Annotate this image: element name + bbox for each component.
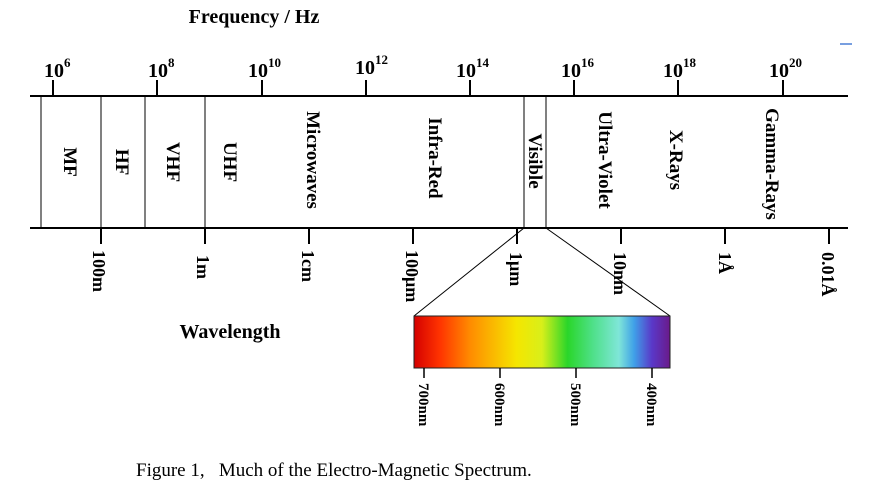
frequency-tick-label: 1014 (456, 55, 490, 82)
visible-spectrum-ticks (423, 368, 653, 378)
frequency-tick-label: 108 (148, 55, 175, 82)
band-label-x-rays: X-Rays (665, 130, 686, 190)
wavelength-ticks (100, 228, 830, 244)
frequency-tick-label: 1010 (248, 55, 281, 82)
frequency-tick-label: 106 (44, 55, 71, 82)
wavelength-tick-label: 1Å (715, 252, 735, 274)
band-label-vhf: VHF (162, 142, 183, 182)
frequency-tick-label: 1012 (355, 52, 388, 79)
band-label-hf: HF (111, 149, 132, 175)
frequency-tick-label: 1018 (663, 55, 697, 82)
frequency-ticks (52, 80, 784, 96)
band-label-infra-red: Infra-Red (424, 117, 445, 199)
figure-caption: Figure 1, Much of the Electro-Magnetic S… (136, 460, 532, 481)
visible-spectrum-label: 400nm (643, 383, 659, 427)
wavelength-tick-label: 1μm (506, 252, 526, 286)
wavelength-tick-label: 100μm (402, 250, 422, 302)
band-label-uhf: UHF (219, 142, 240, 182)
wavelength-tick-labels: 100m 1m 1cm 100μm 1μm 10nm 1Å 0.01Å (89, 250, 838, 302)
band-dividers (40, 96, 547, 228)
visible-spectrum-label: 500nm (567, 383, 583, 427)
wavelength-tick-label: 100m (89, 250, 109, 292)
visible-spectrum-labels: 700nm 600nm 500nm 400nm (415, 383, 659, 427)
band-label-gamma-rays: Gamma-Rays (761, 108, 782, 220)
zoom-line-left (413, 227, 525, 317)
band-label-mf: MF (59, 147, 80, 177)
wavelength-axis-title: Wavelength (179, 321, 280, 343)
frequency-axis-title: Frequency / Hz (189, 6, 320, 28)
wavelength-tick-label: 1cm (298, 250, 318, 282)
frequency-tick-label: 1016 (561, 55, 595, 82)
wavelength-tick-label: 1m (193, 255, 213, 279)
band-label-ultra-violet: Ultra-Violet (594, 111, 615, 209)
zoom-line-right (545, 227, 671, 317)
wavelength-tick-label: 0.01Å (818, 252, 838, 297)
visible-spectrum-label: 700nm (415, 383, 431, 427)
wavelength-tick-label: 10nm (610, 252, 630, 295)
visible-spectrum-bar (413, 315, 671, 369)
band-label-visible: Visible (524, 133, 545, 188)
band-label-microwaves: Microwaves (302, 111, 323, 209)
frequency-tick-label: 1020 (769, 55, 802, 82)
visible-spectrum-label: 600nm (491, 383, 507, 427)
frequency-tick-labels: 106 108 1010 1012 1014 1016 1018 1020 (44, 52, 802, 82)
band-labels: MF HF VHF UHF Microwaves Infra-Red Visib… (59, 108, 782, 220)
